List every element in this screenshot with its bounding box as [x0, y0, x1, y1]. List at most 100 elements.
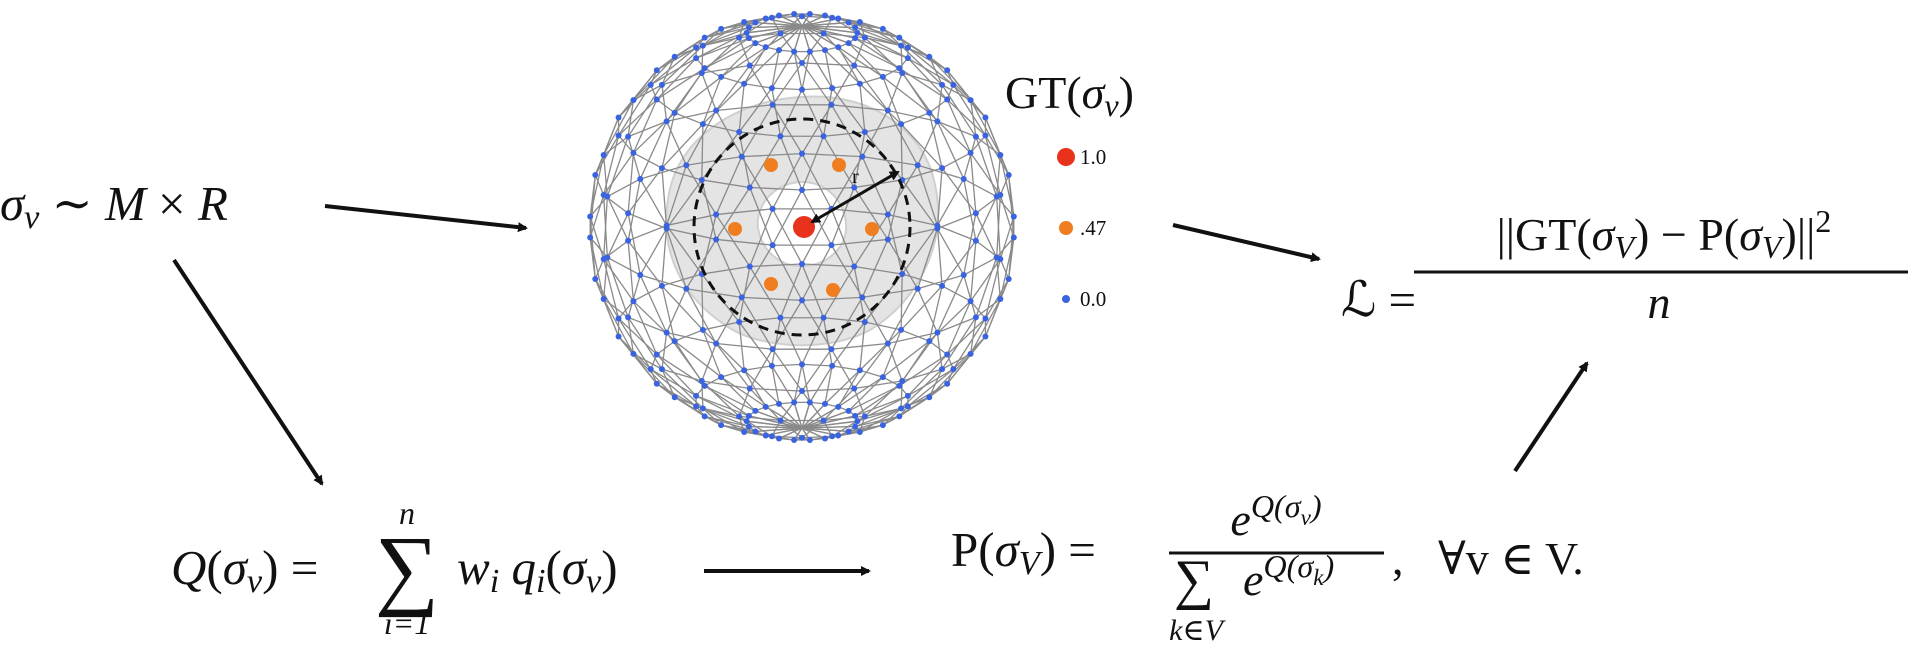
vertex	[820, 133, 827, 140]
mesh-edge	[639, 178, 668, 226]
mesh-edge	[837, 46, 884, 78]
mesh-edge	[633, 152, 663, 169]
vertex	[718, 422, 725, 429]
mesh-edge	[661, 167, 702, 181]
mesh-edge	[854, 37, 909, 59]
mesh-edge	[902, 368, 943, 382]
mesh-edge	[650, 57, 697, 86]
vertex	[861, 413, 868, 420]
vertex	[822, 12, 829, 19]
mesh-edge	[755, 21, 803, 27]
mesh-edge	[900, 124, 903, 180]
mesh-edge	[801, 317, 825, 365]
mesh-edge	[830, 297, 863, 350]
vertex	[967, 350, 974, 357]
mesh-edge	[996, 237, 1015, 258]
mesh-edge	[907, 368, 954, 397]
mesh-edge	[999, 278, 1010, 300]
mesh-edge	[749, 208, 774, 267]
mesh-edge	[633, 285, 663, 302]
mesh-edge	[801, 25, 811, 52]
mesh-edge	[780, 419, 803, 439]
mesh-edge	[946, 99, 972, 154]
vertex	[904, 55, 911, 62]
mesh-edge	[772, 104, 803, 154]
mesh-edge	[859, 76, 884, 85]
vertex	[738, 153, 745, 160]
mesh-edge	[1008, 174, 1015, 217]
vertex	[899, 377, 906, 384]
vertex	[993, 254, 1000, 261]
mesh-edge	[917, 164, 964, 180]
vertex	[745, 412, 752, 419]
mesh-edge	[975, 213, 998, 258]
mesh-edge	[748, 25, 803, 39]
mesh-edge	[618, 317, 658, 356]
vertex	[693, 44, 700, 51]
mesh-edge	[666, 213, 717, 227]
mesh-edge	[606, 213, 629, 258]
mesh-edge	[898, 396, 930, 417]
mesh-edge	[779, 89, 803, 137]
mesh-edge	[778, 14, 803, 27]
radius-circle	[692, 117, 912, 337]
vertex	[658, 81, 665, 88]
vertex	[768, 14, 775, 21]
vertex	[884, 211, 891, 218]
vertex	[615, 132, 622, 139]
mesh-edge	[830, 104, 863, 157]
mesh-edge	[607, 256, 641, 276]
vertex	[791, 11, 798, 18]
loss-numerator: ||GT(σV) − P(σV)||2	[1497, 203, 1832, 265]
vertex	[879, 25, 886, 32]
mesh-edge	[738, 83, 745, 133]
mesh-edge	[701, 214, 717, 275]
arrow	[1513, 361, 1589, 473]
mesh-edge	[941, 167, 977, 214]
vertex	[898, 42, 905, 49]
vertex	[820, 30, 827, 37]
vertex	[879, 422, 886, 429]
mesh-edge	[738, 87, 773, 133]
mesh-edge	[627, 274, 641, 318]
vertex	[746, 184, 753, 191]
mesh-edge	[984, 117, 1001, 156]
vertex	[769, 242, 776, 249]
mesh-edge	[928, 112, 943, 169]
vertex	[701, 34, 708, 41]
mesh-edge	[963, 274, 977, 318]
ring-vertex	[832, 158, 846, 172]
mesh-edge	[969, 152, 977, 214]
mesh-edge	[779, 33, 803, 64]
vertex	[806, 436, 813, 443]
mesh-edge	[854, 26, 900, 39]
mesh-edge	[801, 135, 825, 191]
radius-label: r	[852, 166, 859, 188]
mesh-edge	[937, 224, 977, 242]
vertex	[904, 392, 911, 399]
vertex	[791, 399, 798, 406]
mesh-edge	[603, 135, 620, 196]
mesh-edge	[701, 72, 717, 111]
vertex	[972, 314, 979, 321]
vertex	[997, 295, 1004, 302]
ring-vertex	[764, 277, 778, 291]
mesh-edge	[716, 208, 773, 216]
mesh-edge	[900, 123, 943, 169]
vertex	[698, 70, 705, 77]
vertex	[745, 35, 752, 42]
mesh-edge	[701, 274, 704, 330]
mesh-edge	[639, 228, 668, 276]
vertex	[637, 272, 644, 279]
mesh-edge	[801, 89, 825, 137]
vertex	[822, 400, 829, 407]
mesh-edge	[739, 415, 781, 422]
mesh-edge	[999, 258, 1010, 280]
vertex	[1010, 234, 1017, 241]
mesh-edge	[801, 263, 855, 268]
mesh-edge	[627, 152, 635, 214]
mesh-edge	[771, 365, 795, 403]
vertex	[777, 133, 784, 140]
mesh-edge	[666, 165, 687, 226]
